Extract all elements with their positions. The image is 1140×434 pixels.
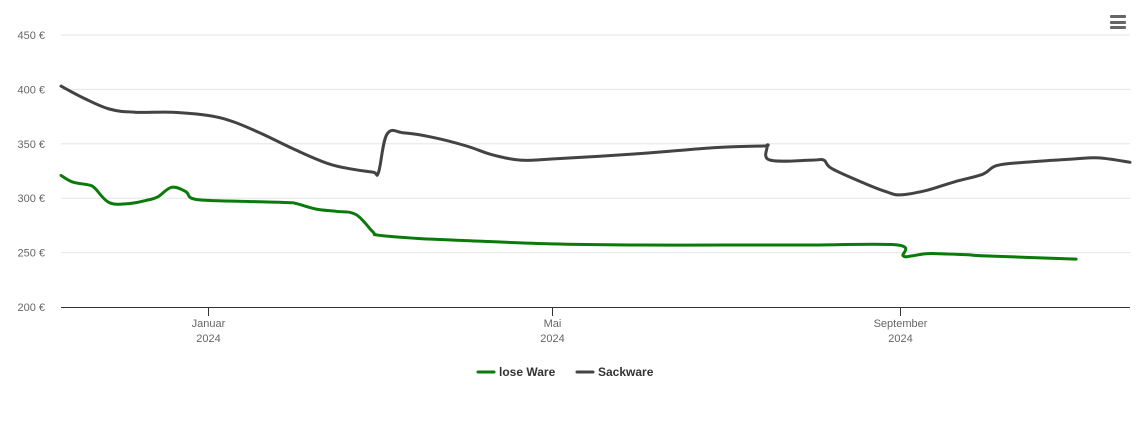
- y-tick-label: 200 €: [17, 302, 45, 314]
- legend-label: lose Ware: [499, 365, 556, 379]
- y-axis: 200 € 250 € 300 € 350 € 400 € 450 €: [17, 30, 45, 314]
- x-tick-month-label: Januar: [192, 318, 226, 330]
- y-tick-label: 350 €: [17, 139, 45, 151]
- legend: lose Ware Sackware: [476, 365, 654, 379]
- x-tick-month-label: September: [874, 318, 928, 330]
- grid: [61, 34, 1130, 254]
- legend-item-sackware[interactable]: Sackware: [575, 365, 654, 379]
- y-tick-label: 450 €: [17, 30, 45, 42]
- series-line-sackware[interactable]: [59, 84, 1132, 197]
- y-tick-label: 250 €: [17, 248, 45, 260]
- series-line-lose-ware[interactable]: [59, 173, 1078, 261]
- plot-area: [59, 84, 1132, 261]
- legend-label: Sackware: [598, 365, 654, 379]
- y-tick-label: 400 €: [17, 84, 45, 96]
- x-tick-month-label: Mai: [544, 318, 562, 330]
- legend-item-lose-ware[interactable]: lose Ware: [476, 365, 556, 379]
- y-tick-label: 300 €: [17, 193, 45, 205]
- hamburger-menu-icon[interactable]: [1106, 10, 1130, 34]
- x-tick-year-label: 2024: [540, 333, 564, 345]
- x-axis: Januar 2024 Mai 2024 September 2024: [61, 307, 1130, 345]
- x-tick-year-label: 2024: [888, 333, 912, 345]
- x-tick-year-label: 2024: [196, 333, 220, 345]
